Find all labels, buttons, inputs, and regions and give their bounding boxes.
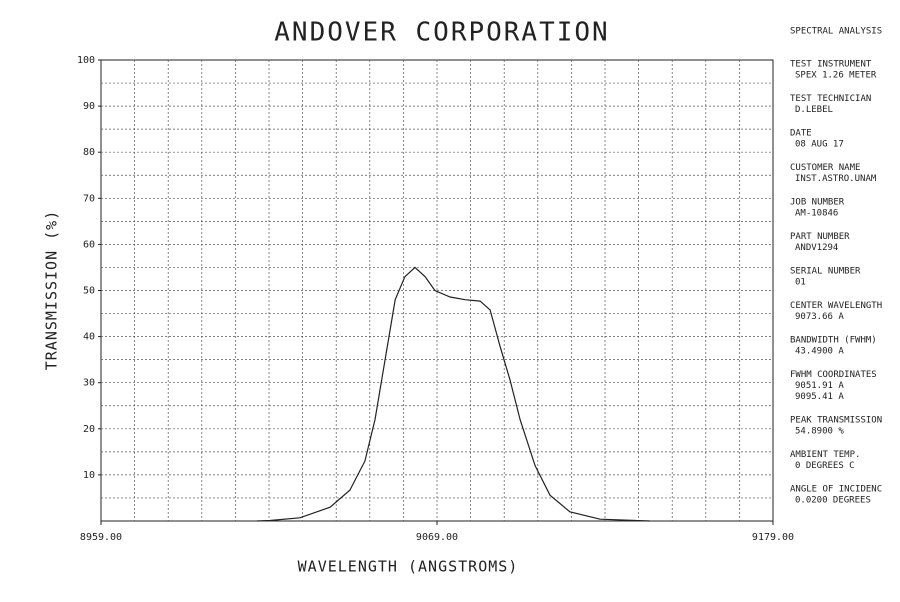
chart-title: ANDOVER CORPORATION [274,18,609,48]
field-value: 0 DEGREES C [795,461,855,471]
field-label: AMBIENT TEMP. [790,450,860,460]
field-value: AM-10846 [795,209,838,219]
y-tick-label: 80 [83,147,95,158]
field-label: ANGLE OF INCIDENC [790,485,882,495]
y-tick-label: 100 [77,55,95,66]
field-value: D.LEBEL [795,105,833,115]
field-value: 9051.91 A [795,381,844,391]
field-label: DATE [790,129,812,139]
field-label: CUSTOMER NAME [790,163,860,173]
transmission-curve [256,266,650,522]
y-tick-label: 10 [83,470,95,481]
field-label: FWHM COORDINATES [790,370,877,380]
y-tick-label: 50 [83,286,95,297]
field-label: TEST INSTRUMENT [790,60,872,70]
field-value: ANDV1294 [795,243,838,253]
y-tick-label: 60 [83,239,95,250]
x-tick-label: 9179.00 [752,532,794,543]
y-tick-label: 30 [83,378,95,389]
field-label: CENTER WAVELENGTH [790,301,882,311]
field-label: PEAK TRANSMISSION [790,416,882,426]
field-value: 0.0200 DEGREES [795,496,871,506]
sidebar-title: SPECTRAL ANALYSIS [790,27,882,37]
field-value: INST.ASTRO.UNAM [795,174,877,184]
y-tick-label: 90 [83,101,95,112]
y-tick-label: 40 [83,332,95,343]
field-value: 43.4900 A [795,347,844,357]
x-tick-label: 8959.00 [80,532,122,543]
field-value: 54.8900 % [795,427,844,437]
field-value: SPEX 1.26 METER [795,71,877,81]
field-label: JOB NUMBER [790,198,845,208]
x-axis-label: WAVELENGTH (ANGSTROMS) [298,558,519,576]
field-label: PART NUMBER [790,232,850,242]
x-tick-label: 9069.00 [416,532,458,543]
field-label: SERIAL NUMBER [790,267,861,277]
y-axis-label: TRANSMISSION (%) [43,210,61,371]
y-tick-label: 70 [83,193,95,204]
field-label: BANDWIDTH (FWHM) [790,336,877,346]
field-value: 08 AUG 17 [795,140,844,150]
field-value: 9095.41 A [795,392,844,402]
field-value: 01 [795,278,806,288]
y-tick-label: 20 [83,424,95,435]
field-label: TEST TECHNICIAN [790,94,871,104]
field-value: 9073.66 A [795,312,844,322]
